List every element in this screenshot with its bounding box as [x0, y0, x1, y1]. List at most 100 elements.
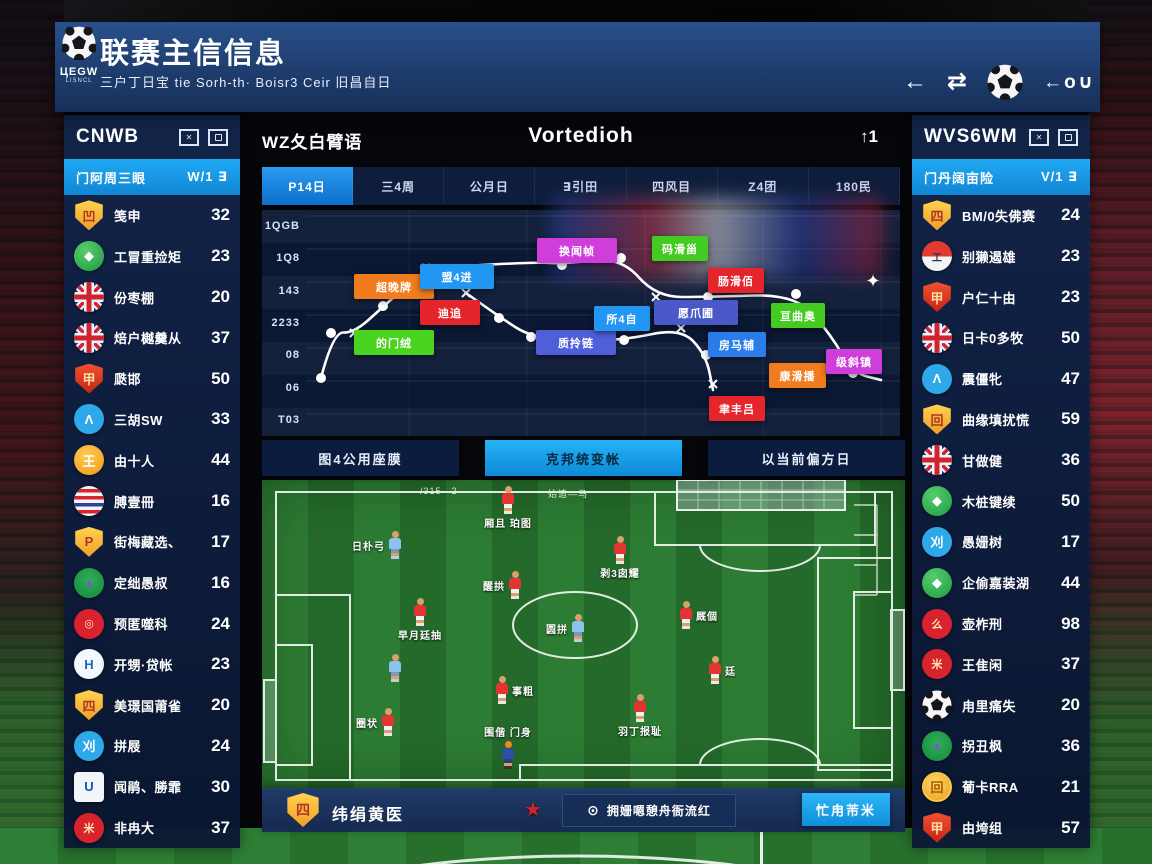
primary-cta-button[interactable]: 忙甪芾米 [802, 793, 890, 826]
back-arrow-icon[interactable]: ← [903, 68, 927, 95]
table-row[interactable]: 回 葡卡RRA 21 [912, 766, 1090, 807]
player-legs [416, 616, 424, 626]
table-row[interactable]: 日卡0多牧 50 [912, 317, 1090, 358]
player-marker [388, 654, 402, 682]
table-row[interactable]: U 闻鹃、勝霏 30 [64, 766, 240, 807]
table-row[interactable]: 甲 瓞邯 50 [64, 358, 240, 399]
y-tick-label: 08 [285, 349, 300, 362]
badge-glyph: P [84, 534, 94, 550]
right-filter-label: 门丹阔亩险 [924, 170, 995, 186]
circle-red-icon: 米 [74, 812, 104, 843]
team-points: 36 [1061, 450, 1080, 470]
close-box-icon[interactable] [179, 128, 199, 146]
y-tick-label: 2233 [271, 316, 300, 329]
circle-green-icon: ◆ [922, 486, 952, 517]
table-row[interactable]: ◆ 企偷嘉装湖 44 [912, 562, 1090, 603]
schedule-button[interactable]: ⊙ 拥姗嗯憩舟衙流红 [562, 794, 736, 827]
week-tab[interactable]: 公月日 [444, 167, 536, 205]
chart-event-chip: 愿爪圃 [654, 300, 738, 325]
player-legs [391, 672, 399, 682]
circle-soccer-icon [922, 690, 952, 721]
table-row[interactable]: ◆ 工冒重捡矩 23 [64, 236, 240, 277]
table-row[interactable]: ◆ 木桩键续 50 [912, 481, 1090, 522]
table-row[interactable]: 么 壶柞刑 98 [912, 603, 1090, 644]
flag-uk-icon [74, 322, 104, 353]
right-filter-bar[interactable]: 门丹阔亩险 V/1 ∃ [912, 159, 1090, 195]
chart-event-chip: 房马辅 [708, 332, 766, 357]
table-row[interactable]: 工 别獭遏雄 23 [912, 236, 1090, 277]
chart-event-chip: 码滑甾 [652, 236, 708, 261]
close-box-icon[interactable] [1029, 128, 1049, 146]
table-row[interactable]: ▲ 定绌愚叔 16 [64, 562, 240, 603]
header-icon-group: ← ⇄ ←o∪ [903, 60, 1095, 104]
left-filter-bar[interactable]: 门阿周三眼 W/1 ∃ [64, 159, 240, 195]
shield-yellow-icon: 四 [75, 690, 103, 721]
badge-glyph: 王 [82, 453, 96, 469]
table-row[interactable]: 四 BM/0失佛赛 24 [912, 195, 1090, 236]
camera-icon[interactable] [208, 128, 228, 146]
team-name: BM/0失佛赛 [962, 208, 1036, 224]
table-row[interactable]: 米 王隹闲 37 [912, 644, 1090, 685]
badge-glyph: ◆ [932, 493, 942, 509]
badge-glyph: 甲 [930, 821, 944, 837]
badge-glyph: 甲 [930, 290, 944, 306]
swap-icon[interactable]: ⇄ [947, 68, 968, 95]
y-tick-label: T03 [278, 413, 300, 426]
table-row[interactable]: H 开甥·贷帐 23 [64, 644, 240, 685]
undo-icon[interactable]: ←o∪ [1043, 71, 1096, 93]
soccer-ball-icon[interactable] [987, 64, 1024, 100]
team-points: 20 [211, 287, 230, 307]
table-row[interactable]: 份枣棚 20 [64, 277, 240, 318]
table-row[interactable]: 王 由十人 44 [64, 440, 240, 481]
chart-view-tab[interactable]: 克邦统变帐 [485, 440, 682, 476]
badge-glyph: 工 [932, 252, 942, 264]
team-name: 葡卡RRA [962, 780, 1019, 796]
player-legs [711, 674, 719, 684]
player-label: 羽丁报耻 [618, 727, 662, 738]
circle-gold-icon: 回 [922, 771, 952, 802]
week-tab[interactable]: 四风目 [627, 167, 718, 205]
table-row[interactable]: 米 非冉大 37 [64, 807, 240, 848]
week-tab[interactable]: 180民 [809, 167, 900, 205]
pitch-strip-markings [420, 832, 763, 864]
chart-view-tab[interactable]: 以当前偏方日 [708, 440, 905, 476]
chart-view-tab[interactable]: 图4公用座膜 [262, 440, 459, 476]
table-row[interactable]: 焙户樾羹从 37 [64, 317, 240, 358]
badge-glyph: 么 [931, 618, 943, 631]
team-name: 壶柞刑 [962, 617, 1003, 633]
table-row[interactable]: 四 美璟国莆雀 20 [64, 685, 240, 726]
chart-event-chip: 迪追 [420, 300, 480, 325]
table-row[interactable]: 膊壹冊 16 [64, 481, 240, 522]
table-row[interactable]: 刈 愚姗树 17 [912, 522, 1090, 563]
table-row[interactable]: 回 曲缘填扰慌 59 [912, 399, 1090, 440]
chart-event-chip: 盟4进 [420, 264, 494, 289]
table-row[interactable]: 凹 笺申 32 [64, 195, 240, 236]
table-row[interactable]: 刈 拼屐 24 [64, 726, 240, 767]
page-subtitle: 三户丁日宝 tie Sorh-th· Boisr3 Ceir 旧昌自日 [100, 75, 392, 90]
week-tab[interactable]: ∃引田 [535, 167, 627, 205]
left-standings-list: 凹 笺申 32 ◆ 工冒重捡矩 23 份枣棚 20 焙户樾羹从 37 甲 瓞邯 50 Λ 三胡SW 33 王 由十… [64, 195, 240, 848]
table-row[interactable]: 甲 户仁十由 23 [912, 277, 1090, 318]
player-marker: 日朴弓 [352, 531, 402, 559]
table-row[interactable]: 甲 由垮组 57 [912, 807, 1090, 848]
week-tab[interactable]: Z4团 [718, 167, 809, 205]
table-row[interactable]: P 街梅藏选、 17 [64, 522, 240, 563]
flag-uk-icon [922, 322, 952, 353]
table-row[interactable]: ◎ 预匿噬科 24 [64, 603, 240, 644]
player-legs [574, 632, 582, 642]
table-row[interactable]: Λ 震僵牝 47 [912, 358, 1090, 399]
team-points: 20 [1061, 695, 1080, 715]
field-note: 始追—马 [548, 489, 589, 499]
week-tab[interactable]: P14日 [262, 167, 354, 205]
monitor-icon[interactable] [1058, 128, 1078, 146]
table-row[interactable]: Λ 三胡SW 33 [64, 399, 240, 440]
right-panel-header: WVS6WM [912, 115, 1090, 159]
week-tab[interactable]: 三4周 [353, 167, 445, 205]
table-row[interactable]: 甘做健 36 [912, 440, 1090, 481]
circle-white-icon: H [74, 649, 104, 680]
team-name: 焙户樾羹从 [114, 331, 182, 347]
table-row[interactable]: ▲ 拐丑枫 36 [912, 726, 1090, 767]
team-points: 30 [211, 776, 230, 796]
team-name: 美璟国莆雀 [114, 698, 182, 714]
table-row[interactable]: 甪里痛失 20 [912, 685, 1090, 726]
